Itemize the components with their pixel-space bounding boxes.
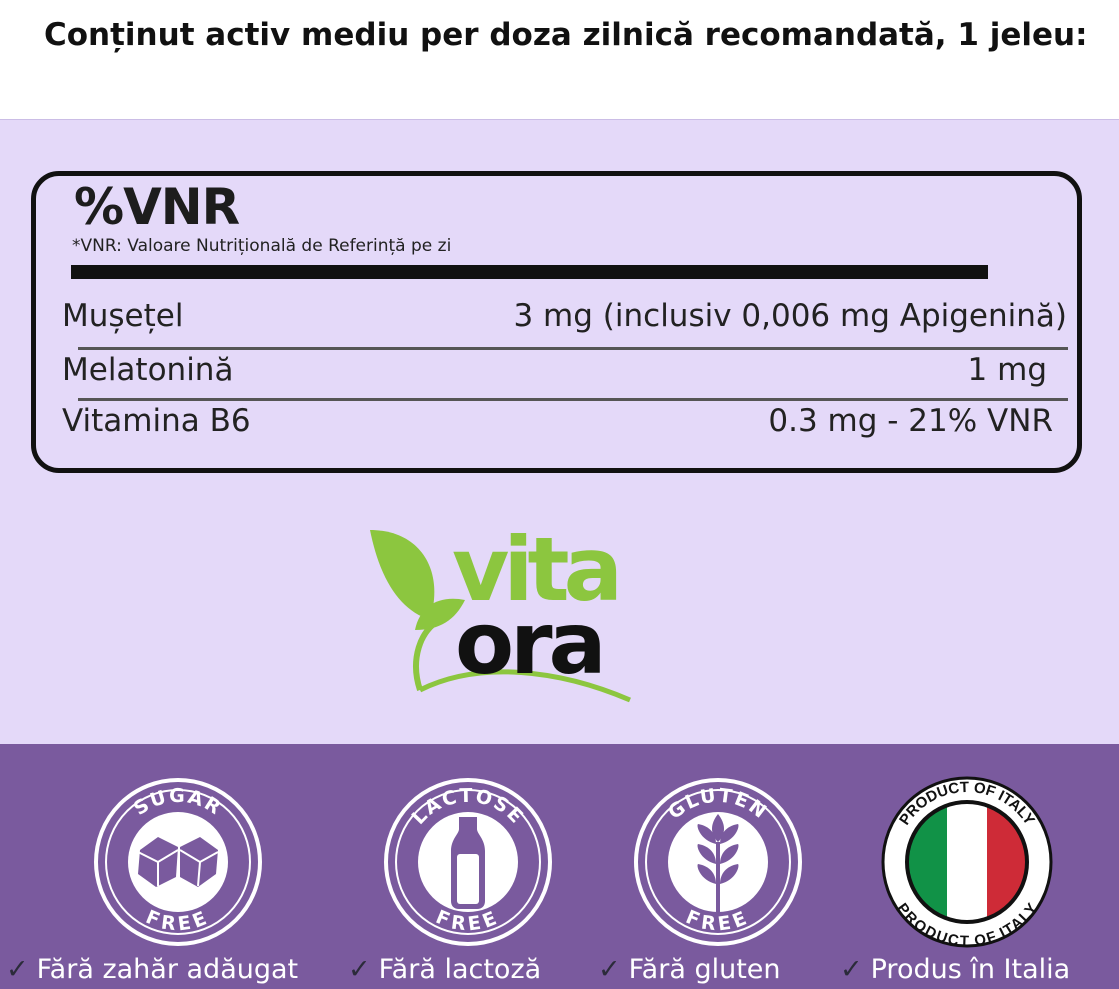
table-row: Melatonină 1 mg bbox=[62, 352, 1067, 388]
check-icon: ✓ bbox=[348, 954, 371, 985]
ingredient-value: 3 mg (inclusiv 0,006 mg Apigenină) bbox=[513, 298, 1067, 334]
sugar-cubes-icon bbox=[137, 837, 219, 887]
wheat-icon bbox=[697, 814, 739, 912]
svg-text:vita: vita bbox=[452, 518, 617, 621]
ingredient-name: Mușețel bbox=[62, 298, 184, 334]
table-note: *VNR: Valoare Nutrițională de Referință … bbox=[72, 236, 452, 256]
leaf-icon bbox=[415, 598, 465, 630]
check-icon: ✓ bbox=[598, 954, 621, 985]
ingredient-name: Melatonină bbox=[62, 352, 234, 388]
content-panel bbox=[0, 120, 1119, 744]
table-heading: %VNR bbox=[74, 178, 240, 236]
row-divider bbox=[78, 347, 1068, 350]
ingredient-name: Vitamina B6 bbox=[62, 403, 251, 439]
header: Conținut activ mediu per doza zilnică re… bbox=[0, 0, 1119, 120]
page-title: Conținut activ mediu per doza zilnică re… bbox=[44, 17, 1088, 53]
feature-label: ✓ Fără lactoză bbox=[348, 954, 542, 985]
row-divider bbox=[78, 398, 1068, 401]
ingredient-value: 0.3 mg - 21% VNR bbox=[768, 403, 1053, 439]
feature-label: ✓ Produs în Italia bbox=[840, 954, 1071, 985]
ingredient-value: 1 mg bbox=[967, 352, 1047, 388]
milk-bottle-icon bbox=[451, 817, 485, 909]
table-row: Vitamina B6 0.3 mg - 21% VNR bbox=[62, 403, 1067, 439]
badge-italy-flag: PRODUCT OF ITALY PRODUCT OF ITALY bbox=[881, 776, 1053, 950]
check-icon: ✓ bbox=[6, 954, 29, 985]
heading-divider bbox=[71, 265, 988, 279]
feature-label: ✓ Fără gluten bbox=[598, 954, 781, 985]
badge-sugar-cubes: SUGAR FREE bbox=[94, 778, 262, 946]
badge-milk-bottle: LACTOSE FREE bbox=[384, 778, 552, 946]
nutrition-table: %VNR *VNR: Valoare Nutrițională de Refer… bbox=[31, 171, 1082, 473]
svg-text:ora: ora bbox=[455, 594, 603, 694]
vitaora-logo: vita ora bbox=[370, 518, 631, 703]
table-row: Mușețel 3 mg (inclusiv 0,006 mg Apigenină… bbox=[62, 298, 1067, 334]
leaf-icon bbox=[370, 530, 435, 620]
badge-wheat: GLUTEN FREE bbox=[634, 778, 802, 946]
check-icon: ✓ bbox=[840, 954, 863, 985]
feature-label: ✓ Fără zahăr adăugat bbox=[6, 954, 299, 985]
